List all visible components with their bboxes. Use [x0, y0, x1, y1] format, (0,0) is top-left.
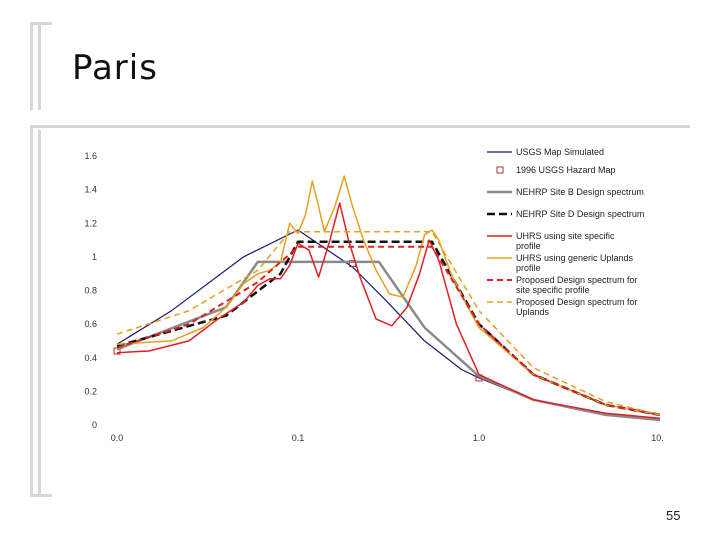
- frame-bar-top-right: [30, 125, 690, 128]
- y-tick-label: 0.8: [84, 286, 97, 296]
- chart-panel: 0 0.2 0.4 0.6 0.8 1 1.2 1.4 1.6 0.0 0.1 1.0 10.0 USGS…: [82, 140, 664, 458]
- response-spectrum-chart: 0 0.2 0.4 0.6 0.8 1 1.2 1.4 1.6 0.0 0.1 1.0 10.0 USGS…: [84, 142, 664, 443]
- legend-label: UHRS using generic Uplands profile: [516, 253, 634, 273]
- y-tick-label: 1: [92, 252, 97, 262]
- y-tick-label: 1.4: [84, 185, 97, 195]
- legend-label: UHRS using site specific profile: [516, 231, 615, 251]
- frame-bar-top-left: [30, 22, 52, 25]
- frame-bar-bottom: [30, 494, 52, 497]
- legend-swatch: [496, 166, 504, 174]
- y-tick-label: 1.6: [84, 151, 97, 161]
- legend-label: USGS Map Simulated: [516, 147, 604, 157]
- x-tick-label: 1.0: [473, 433, 486, 443]
- slide-title: Paris: [72, 48, 158, 88]
- y-tick-label: 0: [92, 420, 97, 430]
- series-line-8: [116, 230, 661, 416]
- x-tick-label: 0.0: [111, 433, 124, 443]
- x-tick-label: 10.0: [651, 433, 664, 443]
- frame-bar-left-upper: [30, 22, 33, 110]
- y-tick-label: 0.4: [84, 353, 97, 363]
- legend-label: NEHRP Site D Design spectrum: [516, 209, 644, 219]
- series-line-5: [116, 202, 661, 420]
- x-tick-label: 0.1: [292, 433, 305, 443]
- y-tick-label: 0.6: [84, 319, 97, 329]
- legend-label: Proposed Design spectrum for Uplands: [516, 297, 638, 317]
- legend-box: [482, 142, 662, 318]
- legend-label: Proposed Design spectrum for site specifi…: [516, 275, 638, 295]
- y-tick-label: 1.2: [84, 218, 97, 228]
- legend-label: 1996 USGS Hazard Map: [516, 165, 616, 175]
- legend-label: NEHRP Site B Design spectrum: [516, 187, 644, 197]
- series-line-7: [116, 245, 661, 416]
- series-line-6: [116, 175, 661, 416]
- page-number: 55: [666, 508, 681, 523]
- frame-bar-left-lower: [30, 125, 33, 495]
- frame-bar-left-upper-inner: [38, 22, 41, 110]
- frame-bar-left-lower-inner: [38, 130, 41, 495]
- y-tick-label: 0.2: [84, 386, 97, 396]
